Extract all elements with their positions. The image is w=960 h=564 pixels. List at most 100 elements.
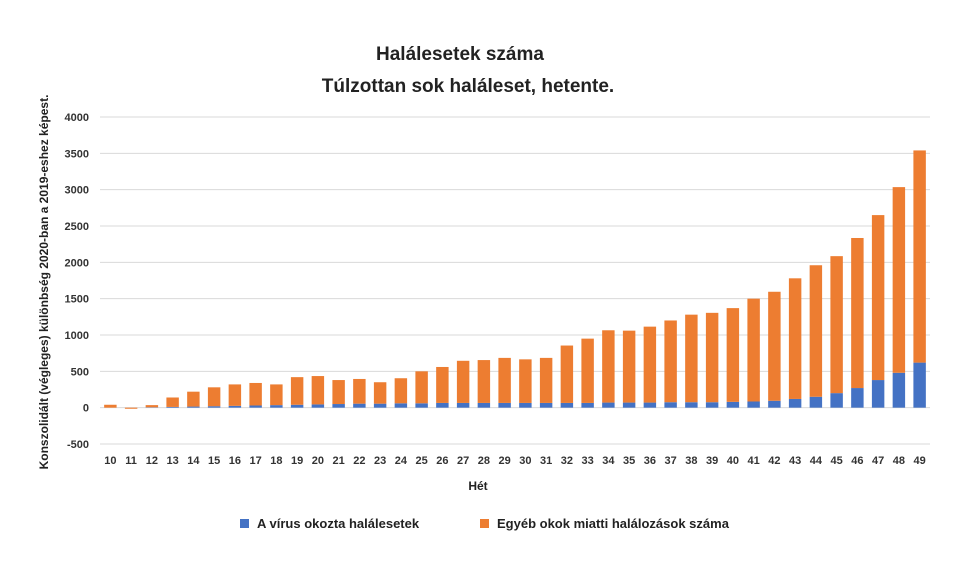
bar-other [539,357,553,403]
bar-virus [373,403,387,408]
bar-other [415,371,428,404]
x-tick-label: 13 [167,455,179,467]
x-tick-label: 12 [146,455,158,467]
bar-other [104,404,117,408]
x-tick-label: 40 [727,455,739,467]
legend: A vírus okozta halálesetek Egyéb okok mi… [240,516,730,531]
x-axis-label: Hét [468,479,487,493]
gridlines [100,116,930,445]
x-tick-label: 20 [312,455,324,467]
x-tick-label: 22 [353,455,365,467]
x-tick-label: 41 [748,455,760,467]
bar-virus [622,402,636,408]
bar-virus [394,403,408,408]
x-tick-label: 30 [519,455,531,467]
bar-virus [332,404,345,408]
bar-virus [685,402,698,408]
bar-virus [851,388,864,408]
x-tick-label: 37 [665,455,677,467]
y-axis-ticks: -500 0 500 1000 1500 2000 2500 3000 3500 4000 [65,112,89,451]
x-tick-label: 19 [291,455,303,467]
bar-other [124,407,138,409]
bar-virus [788,398,802,408]
bar-virus [290,404,304,408]
x-tick-label: 26 [436,455,448,467]
bar-other [332,380,345,405]
bar-other [207,387,221,407]
legend-label-other: Egyéb okok miatti halálozások száma [497,516,730,531]
bar-virus [747,401,760,408]
bar-other [519,359,532,403]
bar-virus [560,402,574,408]
y-axis-label: Konszolidált (végleges) különbség 2020-b… [37,95,51,470]
x-tick-label: 21 [333,455,345,467]
x-tick-label: 39 [706,455,718,467]
legend-swatch-virus [240,519,249,528]
bar-virus [539,402,553,408]
bar-virus [456,402,470,408]
x-tick-label: 43 [789,455,801,467]
bar-virus [166,406,179,408]
bar-virus [871,380,885,408]
bar-other [581,338,594,403]
bar-other [394,378,408,404]
x-tick-label: 31 [540,455,552,467]
bar-other [851,237,864,389]
bar-virus [249,405,262,408]
x-tick-label: 28 [478,455,490,467]
bar-virus [519,402,532,408]
x-tick-label: 10 [104,455,116,467]
bar-virus [643,402,657,408]
y-tick-label: 500 [71,366,89,378]
bar-other [685,314,698,403]
x-tick-label: 23 [374,455,386,467]
bar-virus [581,402,594,408]
bar-other [290,377,304,405]
x-tick-label: 34 [602,455,615,467]
x-tick-label: 45 [831,455,843,467]
bar-virus [207,406,221,408]
bar-other [228,384,242,406]
bar-other [602,330,615,403]
x-tick-label: 48 [893,455,905,467]
bar-other [871,215,885,381]
x-tick-label: 25 [416,455,428,467]
x-tick-label: 32 [561,455,573,467]
legend-label-virus: A vírus okozta halálesetek [257,516,420,531]
y-tick-label: 1500 [65,294,89,306]
bar-other [166,397,179,407]
x-tick-label: 38 [685,455,697,467]
y-tick-label: 3500 [65,148,89,160]
x-tick-label: 36 [644,455,656,467]
bar-other [145,405,159,408]
x-tick-label: 24 [395,455,408,467]
x-tick-label: 14 [187,455,200,467]
bar-other [830,256,843,394]
bar-other [892,187,906,373]
bar-virus [477,402,491,408]
bar-other [477,360,491,403]
bar-other [353,378,366,404]
bar-other [747,298,760,402]
bar-other [726,308,740,402]
bar-virus [768,400,781,408]
x-axis-ticks: 10 11 12 13 14 15 16 17 18 19 20 21 22 23 24 25 26 27 28 29… [104,455,926,467]
bar-virus [892,372,906,408]
bar-other [664,320,677,403]
bar-virus [913,362,926,408]
bar-other [809,265,823,397]
bar-other [643,326,657,403]
bar-other [436,366,449,403]
y-tick-label: 0 [83,403,89,415]
bar-virus [311,404,325,408]
x-tick-label: 35 [623,455,635,467]
bar-other [456,360,470,403]
bar-virus [436,402,449,408]
bar-other [560,345,574,403]
x-tick-label: 11 [125,455,137,467]
bar-other [768,291,781,401]
bars [104,150,926,409]
bar-virus [228,405,242,408]
bar-other [498,357,511,403]
